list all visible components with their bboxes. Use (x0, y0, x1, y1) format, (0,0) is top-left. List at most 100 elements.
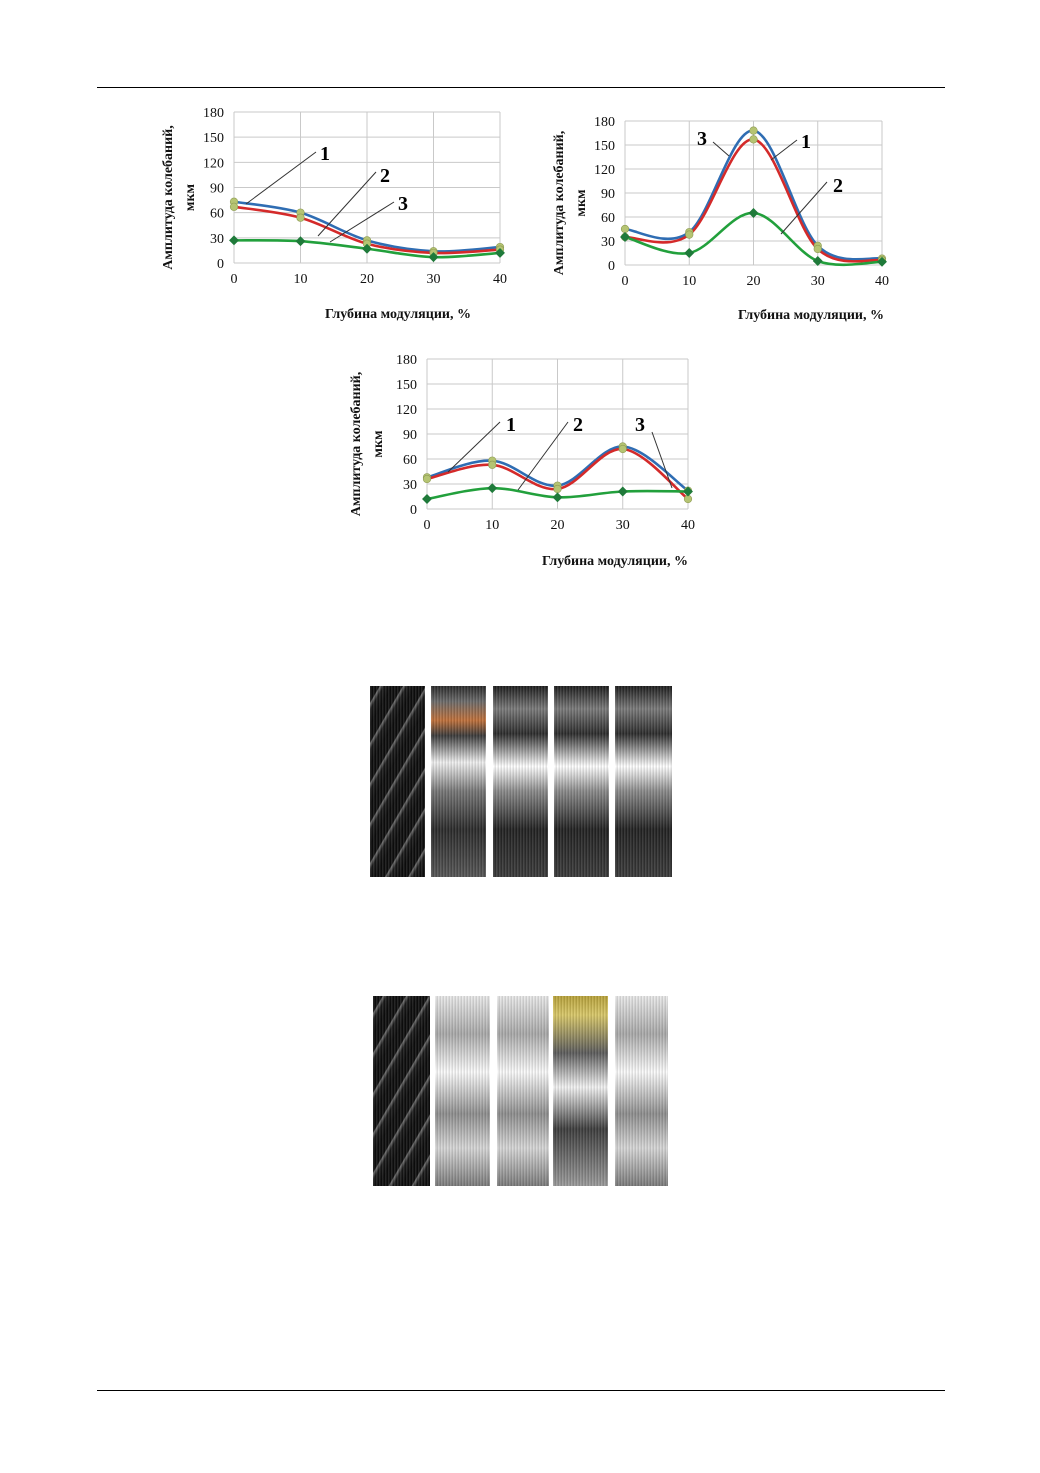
sample-photo (370, 686, 425, 877)
y-tick-label: 60 (210, 207, 224, 222)
series-3-point (812, 256, 823, 266)
x-axis-label: Глубина модуляции, % (325, 307, 471, 322)
callout-label: 1 (320, 143, 330, 165)
y-tick-label: 60 (403, 453, 417, 468)
sample-photo (493, 686, 548, 877)
x-tick-label: 0 (424, 518, 431, 533)
y-tick-label: 150 (396, 378, 417, 393)
y-tick-label: 120 (594, 163, 615, 178)
y-axis-label-unit: мкм (183, 183, 198, 211)
y-tick-label: 90 (403, 428, 417, 443)
sample-photo (373, 996, 430, 1186)
series-3-point (877, 256, 887, 267)
callout-leader-line (517, 421, 569, 491)
callout-leader-line (712, 141, 730, 157)
photo-texture (554, 686, 609, 877)
callout-label: 1 (801, 131, 811, 153)
y-tick-label: 90 (210, 182, 224, 197)
y-axis-label: Амплитуда колебаний, (552, 131, 567, 276)
x-tick-label: 40 (875, 274, 889, 289)
sample-photo (497, 996, 549, 1186)
y-tick-label: 150 (203, 131, 224, 146)
series-2-point (685, 230, 694, 239)
sample-photo (553, 996, 608, 1186)
sample-photo (615, 996, 668, 1186)
x-tick-label: 20 (747, 274, 761, 289)
y-tick-label: 60 (601, 211, 615, 226)
x-axis-label: Глубина модуляции, % (738, 308, 884, 323)
series-3-point (229, 235, 239, 246)
photo-texture (373, 996, 430, 1186)
series-2-point (813, 244, 822, 254)
photo-texture (431, 686, 486, 877)
callout-leader-line (317, 171, 377, 237)
x-tick-label: 30 (427, 272, 441, 287)
callout-label: 2 (573, 414, 583, 436)
x-tick-label: 20 (360, 272, 374, 287)
y-axis-label-unit: мкм (371, 430, 386, 458)
x-tick-label: 10 (485, 518, 499, 533)
callout-leader-line (770, 139, 798, 161)
y-tick-label: 150 (594, 139, 615, 154)
y-tick-label: 30 (210, 232, 224, 247)
x-tick-label: 0 (622, 274, 629, 289)
callout-label: 2 (833, 175, 843, 197)
series-3-point (683, 486, 693, 497)
chart-top-left: 0 30 60 90 120 150 180 0 10 20 30 40 1 23 Глубина моду… (161, 106, 507, 322)
series-3-point (362, 243, 372, 254)
callout-leader-line (447, 421, 501, 473)
callout-leader-line (329, 201, 395, 243)
photo-texture (435, 996, 490, 1186)
x-tick-label: 40 (681, 518, 695, 533)
x-tick-label: 40 (493, 272, 507, 287)
callout-label: 1 (506, 414, 516, 436)
series-2-point (422, 474, 432, 484)
series-2-point (296, 213, 305, 222)
series-3-point (295, 236, 306, 247)
photo-texture (370, 686, 425, 877)
series-3-point (422, 494, 432, 504)
sample-photo (435, 996, 490, 1186)
x-tick-label: 30 (811, 274, 825, 289)
sample-photo (431, 686, 486, 877)
y-tick-label: 120 (203, 156, 224, 171)
callout-label: 2 (380, 165, 390, 187)
y-tick-label: 180 (396, 353, 417, 368)
x-tick-label: 0 (231, 272, 238, 287)
y-tick-label: 0 (608, 259, 615, 274)
series-1-point (620, 224, 630, 234)
callout-label: 3 (635, 414, 645, 436)
x-tick-label: 20 (551, 518, 565, 533)
chart-bottom-center: 0 30 60 90 120 150 180 0 10 20 30 40 1 2 3 Глубина моду… (349, 353, 695, 569)
series-2-point (229, 202, 239, 211)
series-3-point (495, 247, 505, 258)
y-axis-label: Амплитуда колебаний, (161, 125, 176, 270)
series-3-point (552, 492, 563, 503)
photo-texture (493, 686, 548, 877)
callout-label: 3 (398, 193, 408, 215)
y-tick-label: 30 (403, 478, 417, 493)
series-3-point (487, 483, 498, 494)
x-tick-label: 30 (616, 518, 630, 533)
photo-texture (553, 996, 608, 1186)
header-rule (97, 87, 945, 88)
callout-label: 3 (697, 128, 707, 150)
series-3-point (684, 248, 695, 258)
footer-rule (97, 1390, 945, 1391)
y-tick-label: 90 (601, 187, 615, 202)
x-axis-label: Глубина модуляции, % (542, 554, 688, 569)
series-2-point (553, 484, 562, 494)
callout-leader-line (245, 151, 317, 205)
y-axis-label: Амплитуда колебаний, (349, 372, 364, 517)
y-tick-label: 120 (396, 403, 417, 418)
y-tick-label: 180 (203, 106, 224, 121)
callout-leader-line (651, 431, 673, 489)
y-tick-label: 0 (410, 503, 417, 518)
photo-texture (497, 996, 549, 1186)
callout-leader-line (780, 181, 828, 235)
y-tick-label: 0 (217, 257, 224, 272)
series-2-point (618, 444, 627, 454)
series-3-point (748, 208, 759, 218)
x-tick-label: 10 (294, 272, 308, 287)
y-tick-label: 30 (601, 235, 615, 250)
